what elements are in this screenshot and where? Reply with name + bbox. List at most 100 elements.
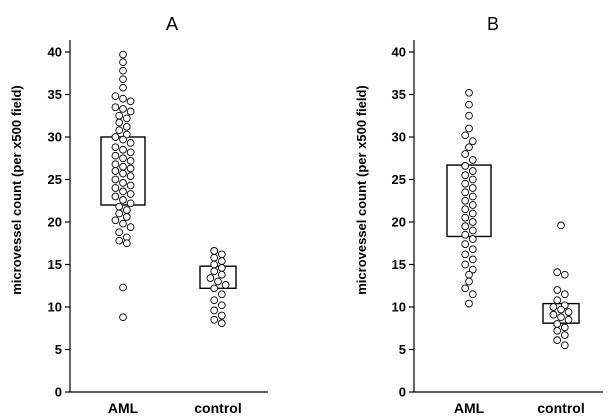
y-tick-label: 25 — [392, 172, 406, 187]
data-point — [560, 270, 569, 279]
data-point — [119, 145, 127, 154]
data-point — [122, 213, 131, 221]
data-point — [111, 151, 120, 160]
data-point — [217, 319, 226, 328]
data-point — [461, 150, 470, 158]
y-tick-label: 35 — [392, 87, 406, 102]
iqr-box — [446, 164, 492, 238]
data-point — [119, 219, 127, 228]
data-point — [111, 216, 120, 225]
data-point — [111, 167, 120, 175]
data-point — [126, 107, 135, 116]
data-point — [126, 223, 135, 231]
data-point — [119, 105, 127, 113]
data-point — [461, 213, 470, 222]
category-label-control: control — [537, 400, 584, 416]
data-point — [119, 169, 127, 178]
data-point — [465, 124, 473, 133]
data-point — [111, 160, 120, 169]
data-point — [461, 171, 470, 180]
data-point — [111, 175, 120, 184]
iqr-box — [542, 302, 580, 324]
data-point — [126, 199, 135, 208]
data-point — [549, 303, 558, 311]
data-point — [111, 103, 120, 112]
y-tick-label: 20 — [392, 215, 406, 230]
data-point — [126, 97, 135, 106]
data-point — [560, 323, 569, 332]
data-point — [210, 267, 219, 276]
data-point — [119, 66, 127, 75]
y-tick-label: 40 — [392, 45, 406, 60]
y-tick-label: 0 — [399, 385, 406, 400]
panel-title: B — [487, 14, 499, 34]
data-point — [468, 175, 477, 184]
data-point — [468, 255, 477, 264]
y-tick-label: 5 — [55, 342, 62, 357]
data-point — [119, 179, 127, 187]
data-point — [210, 247, 219, 255]
data-point — [126, 148, 135, 157]
data-point — [468, 209, 477, 218]
category-label-aml: AML — [454, 400, 485, 416]
data-point — [115, 202, 124, 211]
y-tick-label: 20 — [48, 215, 62, 230]
data-point — [119, 154, 127, 163]
data-point — [119, 94, 127, 103]
data-point — [217, 257, 226, 265]
data-point — [468, 167, 477, 175]
data-point — [115, 209, 124, 218]
data-point — [115, 118, 124, 127]
y-tick-label: 30 — [392, 130, 406, 145]
data-point — [119, 135, 127, 144]
y-ticks: 0 5 10 15 20 25 30 35 40 — [48, 45, 70, 400]
y-tick-label: 5 — [399, 342, 406, 357]
data-point — [210, 315, 219, 324]
y-tick-label: 25 — [48, 172, 62, 187]
data-point — [119, 196, 127, 204]
data-point — [461, 162, 470, 170]
data-point — [553, 268, 562, 277]
data-point — [126, 164, 135, 173]
data-point — [122, 122, 131, 131]
y-ticks: 0 5 10 15 20 25 30 35 40 — [392, 45, 414, 400]
data-point — [115, 228, 124, 237]
y-tick-label: 40 — [48, 45, 62, 60]
data-point — [119, 50, 127, 59]
data-point — [217, 250, 226, 259]
data-point — [111, 92, 120, 101]
data-point — [560, 290, 569, 299]
data-point — [206, 274, 215, 282]
data-point — [126, 156, 135, 165]
data-point — [560, 341, 569, 350]
data-point — [111, 192, 120, 201]
data-point — [217, 290, 226, 299]
data-point — [210, 260, 219, 269]
data-point — [126, 181, 135, 190]
data-point — [119, 283, 127, 292]
data-point — [553, 336, 562, 345]
data-point — [217, 264, 226, 272]
data-point — [465, 100, 473, 109]
data-point — [461, 188, 470, 197]
data-point — [461, 260, 470, 269]
data-point — [564, 308, 573, 316]
panel-b: B microvessel count (per x500 field) 0 5 1… — [354, 14, 603, 416]
data-point — [461, 240, 470, 248]
data-point — [557, 221, 565, 230]
data-point — [468, 226, 477, 235]
category-label-control: control — [194, 400, 241, 416]
data-point — [214, 277, 222, 286]
data-point — [115, 126, 124, 135]
data-point — [210, 306, 219, 315]
data-point — [553, 286, 562, 294]
category-label-aml: AML — [108, 400, 139, 416]
data-point — [553, 296, 562, 305]
data-point — [461, 179, 470, 188]
data-point — [461, 222, 470, 231]
data-point — [217, 270, 226, 279]
data-point — [217, 311, 226, 320]
data-point — [119, 75, 127, 84]
data-point — [553, 320, 562, 328]
y-tick-label: 35 — [48, 87, 62, 102]
